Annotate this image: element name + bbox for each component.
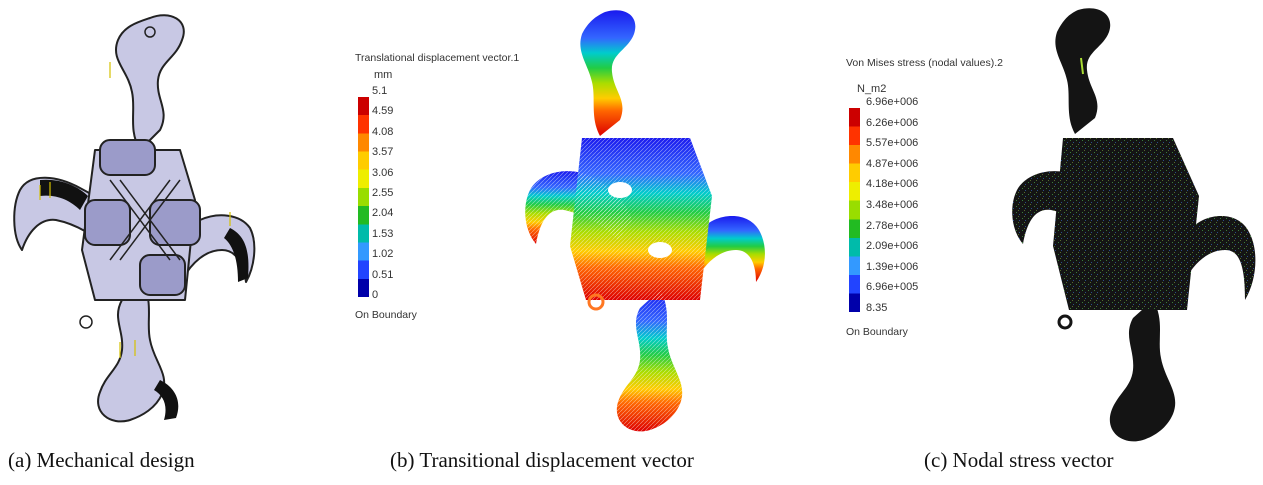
stress-tick-label: 6.96e+006 bbox=[866, 96, 919, 108]
stress-tick-label: 2.09e+006 bbox=[866, 240, 919, 253]
stress-tick-label: 1.39e+006 bbox=[866, 260, 919, 273]
displacement-legend-title: Translational displacement vector.1 bbox=[355, 52, 520, 64]
displacement-tick-label: 3.57 bbox=[372, 146, 394, 159]
displacement-colorbar bbox=[358, 97, 369, 297]
stress-tick-label: 3.48e+006 bbox=[866, 199, 919, 211]
mechanical-design-illustration bbox=[13, 14, 256, 423]
displacement-tick-label: 1.53 bbox=[372, 227, 394, 240]
caption-a: (a) Mechanical design bbox=[8, 448, 195, 472]
stress-tick-label: 8.35 bbox=[866, 302, 888, 314]
displacement-mesh-illustration bbox=[525, 10, 765, 432]
displacement-boundary-label: On Boundary bbox=[355, 309, 417, 321]
stress-colorbar bbox=[849, 108, 860, 312]
stress-legend-unit: N_m2 bbox=[857, 83, 887, 95]
stress-tick-label: 6.26e+006 bbox=[866, 116, 919, 129]
displacement-tick-label: 4.08 bbox=[372, 125, 394, 138]
stress-boundary-label: On Boundary bbox=[846, 326, 908, 338]
stress-mesh-illustration bbox=[1012, 8, 1256, 442]
displacement-tick-label: 1.02 bbox=[372, 248, 394, 261]
stress-tick-label: 6.96e+005 bbox=[866, 281, 919, 294]
stress-tick-label: 4.87e+006 bbox=[866, 157, 919, 170]
displacement-tick-label: 4.59 bbox=[372, 105, 394, 118]
displacement-tick-label: 0 bbox=[372, 289, 379, 301]
displacement-tick-label: 5.1 bbox=[372, 85, 388, 97]
displacement-tick-label: 2.55 bbox=[372, 187, 394, 199]
stress-tick-label: 2.78e+006 bbox=[866, 219, 919, 232]
displacement-tick-label: 0.51 bbox=[372, 268, 394, 281]
displacement-tick-label: 2.04 bbox=[372, 207, 394, 220]
displacement-legend-unit: mm bbox=[374, 69, 393, 81]
stress-tick-label: 4.18e+006 bbox=[866, 178, 919, 191]
displacement-tick-label: 3.06 bbox=[372, 166, 394, 179]
caption-b: (b) Transitional displacement vector bbox=[390, 448, 694, 472]
stress-tick-label: 5.57e+006 bbox=[866, 137, 919, 150]
caption-c: (c) Nodal stress vector bbox=[924, 448, 1114, 472]
stress-legend-title: Von Mises stress (nodal values).2 bbox=[846, 57, 1003, 69]
